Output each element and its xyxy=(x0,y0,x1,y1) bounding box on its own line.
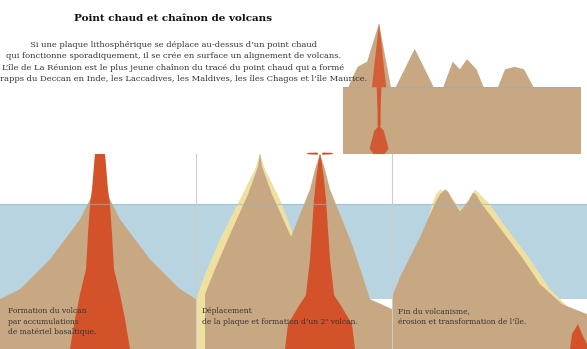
Polygon shape xyxy=(70,154,130,349)
Polygon shape xyxy=(570,324,587,349)
Bar xyxy=(343,87,581,164)
Polygon shape xyxy=(377,87,381,126)
Bar xyxy=(343,10,581,87)
Text: Point chaud et chaînon de volcans: Point chaud et chaînon de volcans xyxy=(74,14,272,23)
Text: Déplacement
de la plaque et formation d’un 2ᵉ volcan.: Déplacement de la plaque et formation d’… xyxy=(202,307,358,326)
Polygon shape xyxy=(392,190,587,349)
Polygon shape xyxy=(498,67,534,87)
Polygon shape xyxy=(396,49,434,87)
Polygon shape xyxy=(348,23,391,87)
Polygon shape xyxy=(270,154,392,349)
Text: Fin du volcanisme,
érosion et transformation de l’île.: Fin du volcanisme, érosion et transforma… xyxy=(398,307,527,326)
Polygon shape xyxy=(370,126,389,162)
Polygon shape xyxy=(298,154,342,349)
Polygon shape xyxy=(377,87,382,151)
Polygon shape xyxy=(205,154,370,349)
Bar xyxy=(0,205,587,299)
Polygon shape xyxy=(196,154,360,349)
Polygon shape xyxy=(443,59,484,87)
Polygon shape xyxy=(372,23,386,87)
Polygon shape xyxy=(392,190,587,349)
Polygon shape xyxy=(285,284,355,349)
Bar xyxy=(0,299,587,349)
Bar xyxy=(0,154,587,205)
Text: Si une plaque lithosphérique se déplace au-dessus d’un point chaud
qui fonctionn: Si une plaque lithosphérique se déplace … xyxy=(0,41,367,83)
Polygon shape xyxy=(0,154,196,349)
Text: Formation du volcan
par accumulations
de matériel basaltique.: Formation du volcan par accumulations de… xyxy=(8,307,96,336)
